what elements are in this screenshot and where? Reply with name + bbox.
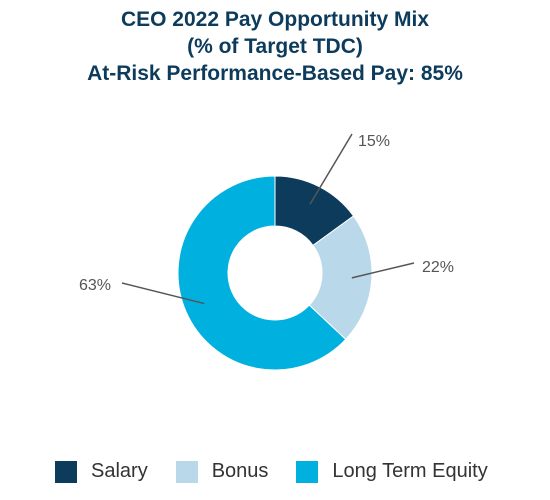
- legend-item-bonus: Bonus: [175, 460, 269, 483]
- chart-title-line-1: CEO 2022 Pay Opportunity Mix: [120, 8, 430, 31]
- legend-item-salary: Salary: [55, 460, 148, 483]
- chart-title-line-2: (% of Target TDC): [187, 35, 363, 58]
- slice-long-term-equity: [177, 175, 347, 371]
- slice-label-long-term-equity: 63%: [79, 277, 111, 294]
- chart-title-line-3: At-Risk Performance-Based Pay: 85%: [87, 62, 463, 85]
- legend-swatch-long-term-equity: [296, 460, 319, 483]
- donut-slices: [177, 175, 373, 371]
- leader-lines: [121, 133, 415, 305]
- legend: Salary Bonus Long Term Equity: [55, 460, 516, 483]
- slice-label-salary: 15%: [358, 133, 390, 150]
- leader-line-long-term-equity: [121, 282, 205, 305]
- slice-label-bonus: 22%: [422, 259, 454, 276]
- leader-line-bonus: [351, 262, 415, 279]
- legend-label-long-term-equity: Long Term Equity: [332, 460, 488, 482]
- leader-line-salary: [309, 133, 353, 205]
- legend-label-salary: Salary: [91, 460, 148, 482]
- legend-swatch-bonus: [175, 460, 198, 483]
- slice-labels: 15% 22% 63%: [79, 133, 454, 294]
- legend-swatch-salary: [55, 460, 77, 483]
- legend-label-bonus: Bonus: [211, 460, 269, 482]
- slice-bonus: [308, 215, 373, 341]
- legend-item-long-term-equity: Long Term Equity: [296, 460, 488, 483]
- chart-title: CEO 2022 Pay Opportunity Mix (% of Targe…: [0, 6, 550, 87]
